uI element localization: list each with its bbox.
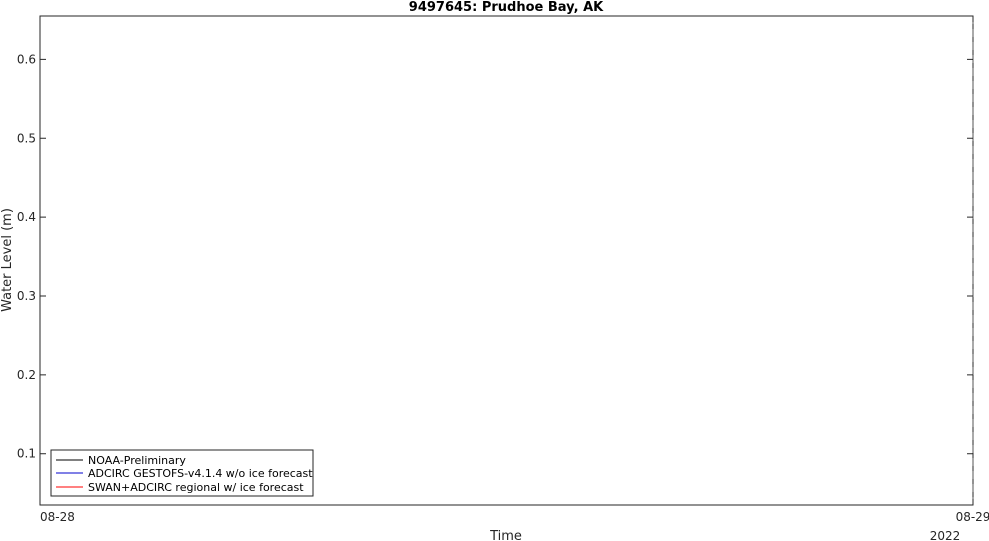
ticks-layer: 08-2808-2908-3008-3109-0109-0209-0309-04… [17,16,989,524]
y-tick-label: 0.4 [17,210,36,224]
x-tick-label: 08-29 [956,510,989,524]
y-tick-label: 0.1 [17,447,36,461]
legend-label-noaa: NOAA-Preliminary [88,454,186,467]
y-tick-label: 0.2 [17,368,36,382]
plot-frame [39,15,974,506]
x-axis-year-label: 2022 [930,529,961,541]
x-tick-label: 08-28 [40,510,75,524]
plot-area: 08-2808-2908-3008-3109-0109-0209-0309-04… [17,15,989,524]
y-tick-label: 0.3 [17,289,36,303]
y-tick-label: 0.5 [17,131,36,145]
legend-label-swan: SWAN+ADCIRC regional w/ ice forecast [88,481,304,494]
y-tick-label: 0.6 [17,52,36,66]
legend: NOAA-Preliminary ADCIRC GESTOFS-v4.1.4 w… [50,449,314,497]
legend-box [50,449,314,497]
chart-title: 9497645: Prudhoe Bay, AK [409,0,604,15]
y-axis-label: Water Level (m) [0,208,15,312]
legend-label-adcirc: ADCIRC GESTOFS-v4.1.4 w/o ice forecast [88,467,313,480]
x-axis-label: Time [489,529,522,541]
